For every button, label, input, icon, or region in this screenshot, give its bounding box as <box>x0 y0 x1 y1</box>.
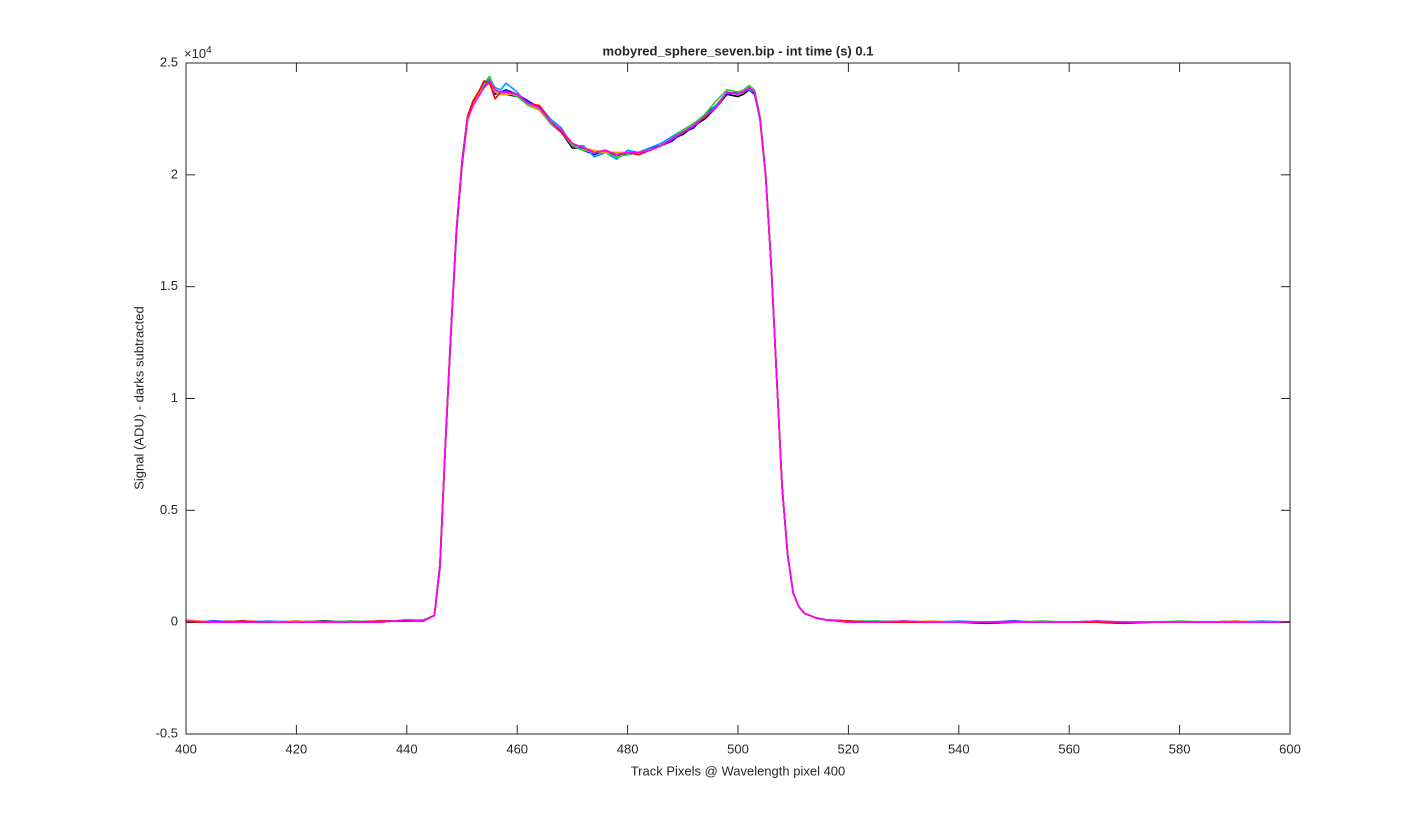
y-multiplier-base: ×10 <box>184 46 206 61</box>
plot-area <box>186 63 1290 734</box>
y-tick-label: 2 <box>171 166 178 181</box>
y-tick-label: 0 <box>171 614 178 629</box>
y-axis-label: Signal (ADU) - darks subtracted <box>131 306 146 490</box>
x-tick-label: 420 <box>286 741 308 756</box>
y-multiplier-exponent: 4 <box>206 45 212 56</box>
y-tick-label: 1 <box>171 390 178 405</box>
chart-title: mobyred_sphere_seven.bip - int time (s) … <box>603 43 874 58</box>
axes-box <box>185 62 1291 735</box>
series-lines <box>185 75 1291 625</box>
x-tick-label: 460 <box>506 741 528 756</box>
x-tick-label: 580 <box>1169 741 1191 756</box>
x-tick-label: 600 <box>1279 741 1301 756</box>
x-tick-label: 540 <box>948 741 970 756</box>
series-line <box>185 80 1290 623</box>
y-tick-label: 0.5 <box>160 502 178 517</box>
y-tick-label: -0.5 <box>156 725 178 740</box>
y-tick-label: 2.5 <box>160 54 178 69</box>
y-multiplier: ×104 <box>184 45 212 62</box>
x-tick-label: 440 <box>396 741 418 756</box>
x-tick-label: 400 <box>175 741 197 756</box>
x-tick-label: 500 <box>727 741 749 756</box>
y-tick-label: 1.5 <box>160 278 178 293</box>
x-tick-label: 520 <box>838 741 860 756</box>
x-tick-label: 480 <box>617 741 639 756</box>
x-tick-label: 560 <box>1058 741 1080 756</box>
x-axis-label: Track Pixels @ Wavelength pixel 400 <box>631 763 846 778</box>
